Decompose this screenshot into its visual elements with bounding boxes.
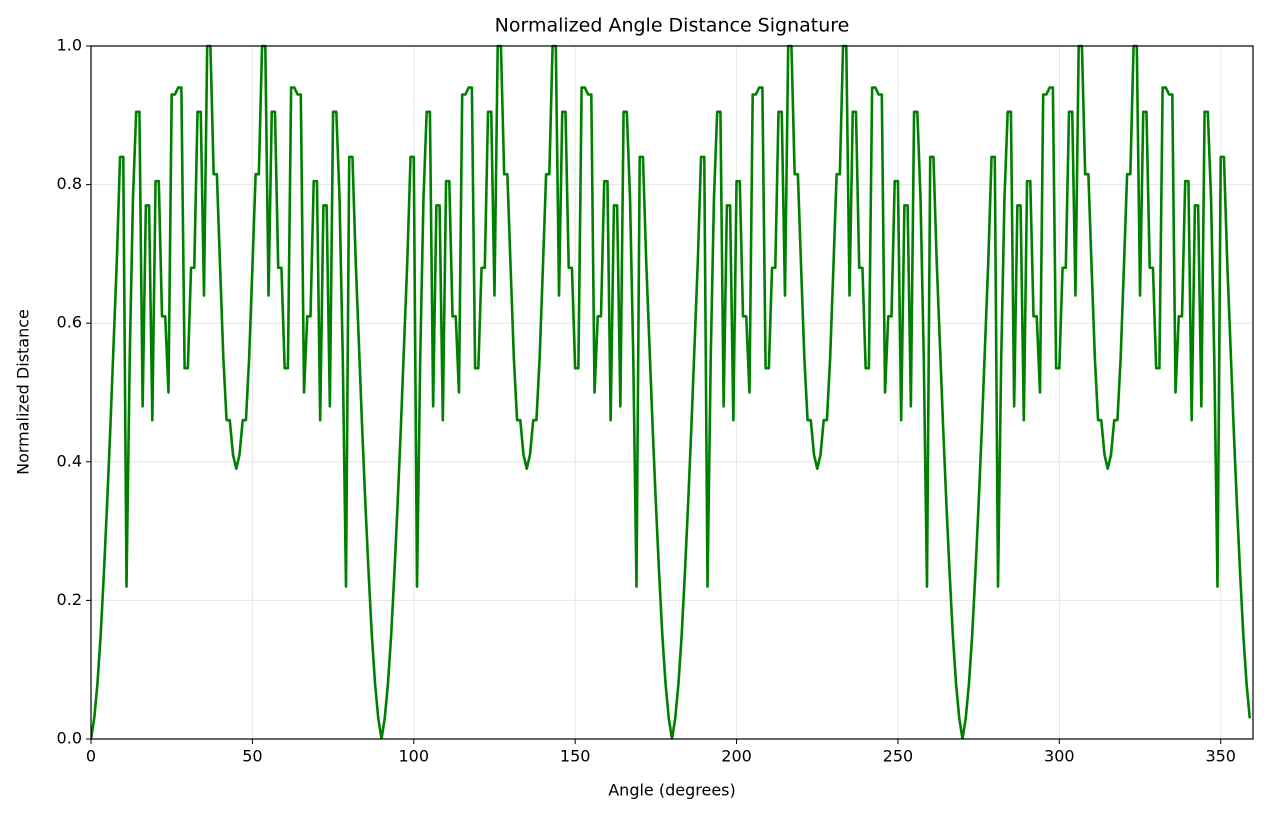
y-tick-label: 0.2 xyxy=(57,590,82,609)
y-axis-label: Normalized Distance xyxy=(14,309,33,475)
chart-title: Normalized Angle Distance Signature xyxy=(495,15,850,37)
plot-frame xyxy=(90,45,1254,740)
x-tick-label: 200 xyxy=(721,747,752,766)
y-tick-label: 0.8 xyxy=(57,174,82,193)
x-tick-label: 0 xyxy=(86,747,96,766)
x-tick-label: 150 xyxy=(560,747,591,766)
x-tick-label: 50 xyxy=(242,747,262,766)
x-tick-label: 100 xyxy=(399,747,430,766)
y-tick-label: 0.0 xyxy=(57,729,82,748)
y-tick-label: 1.0 xyxy=(57,36,82,55)
x-tick-label: 250 xyxy=(883,747,914,766)
y-tick-label: 0.4 xyxy=(57,451,82,470)
y-tick-label: 0.6 xyxy=(57,313,82,332)
x-tick-label: 350 xyxy=(1205,747,1236,766)
data-line xyxy=(91,44,1252,739)
x-tick-label: 300 xyxy=(1044,747,1075,766)
x-axis-label: Angle (degrees) xyxy=(608,781,736,800)
